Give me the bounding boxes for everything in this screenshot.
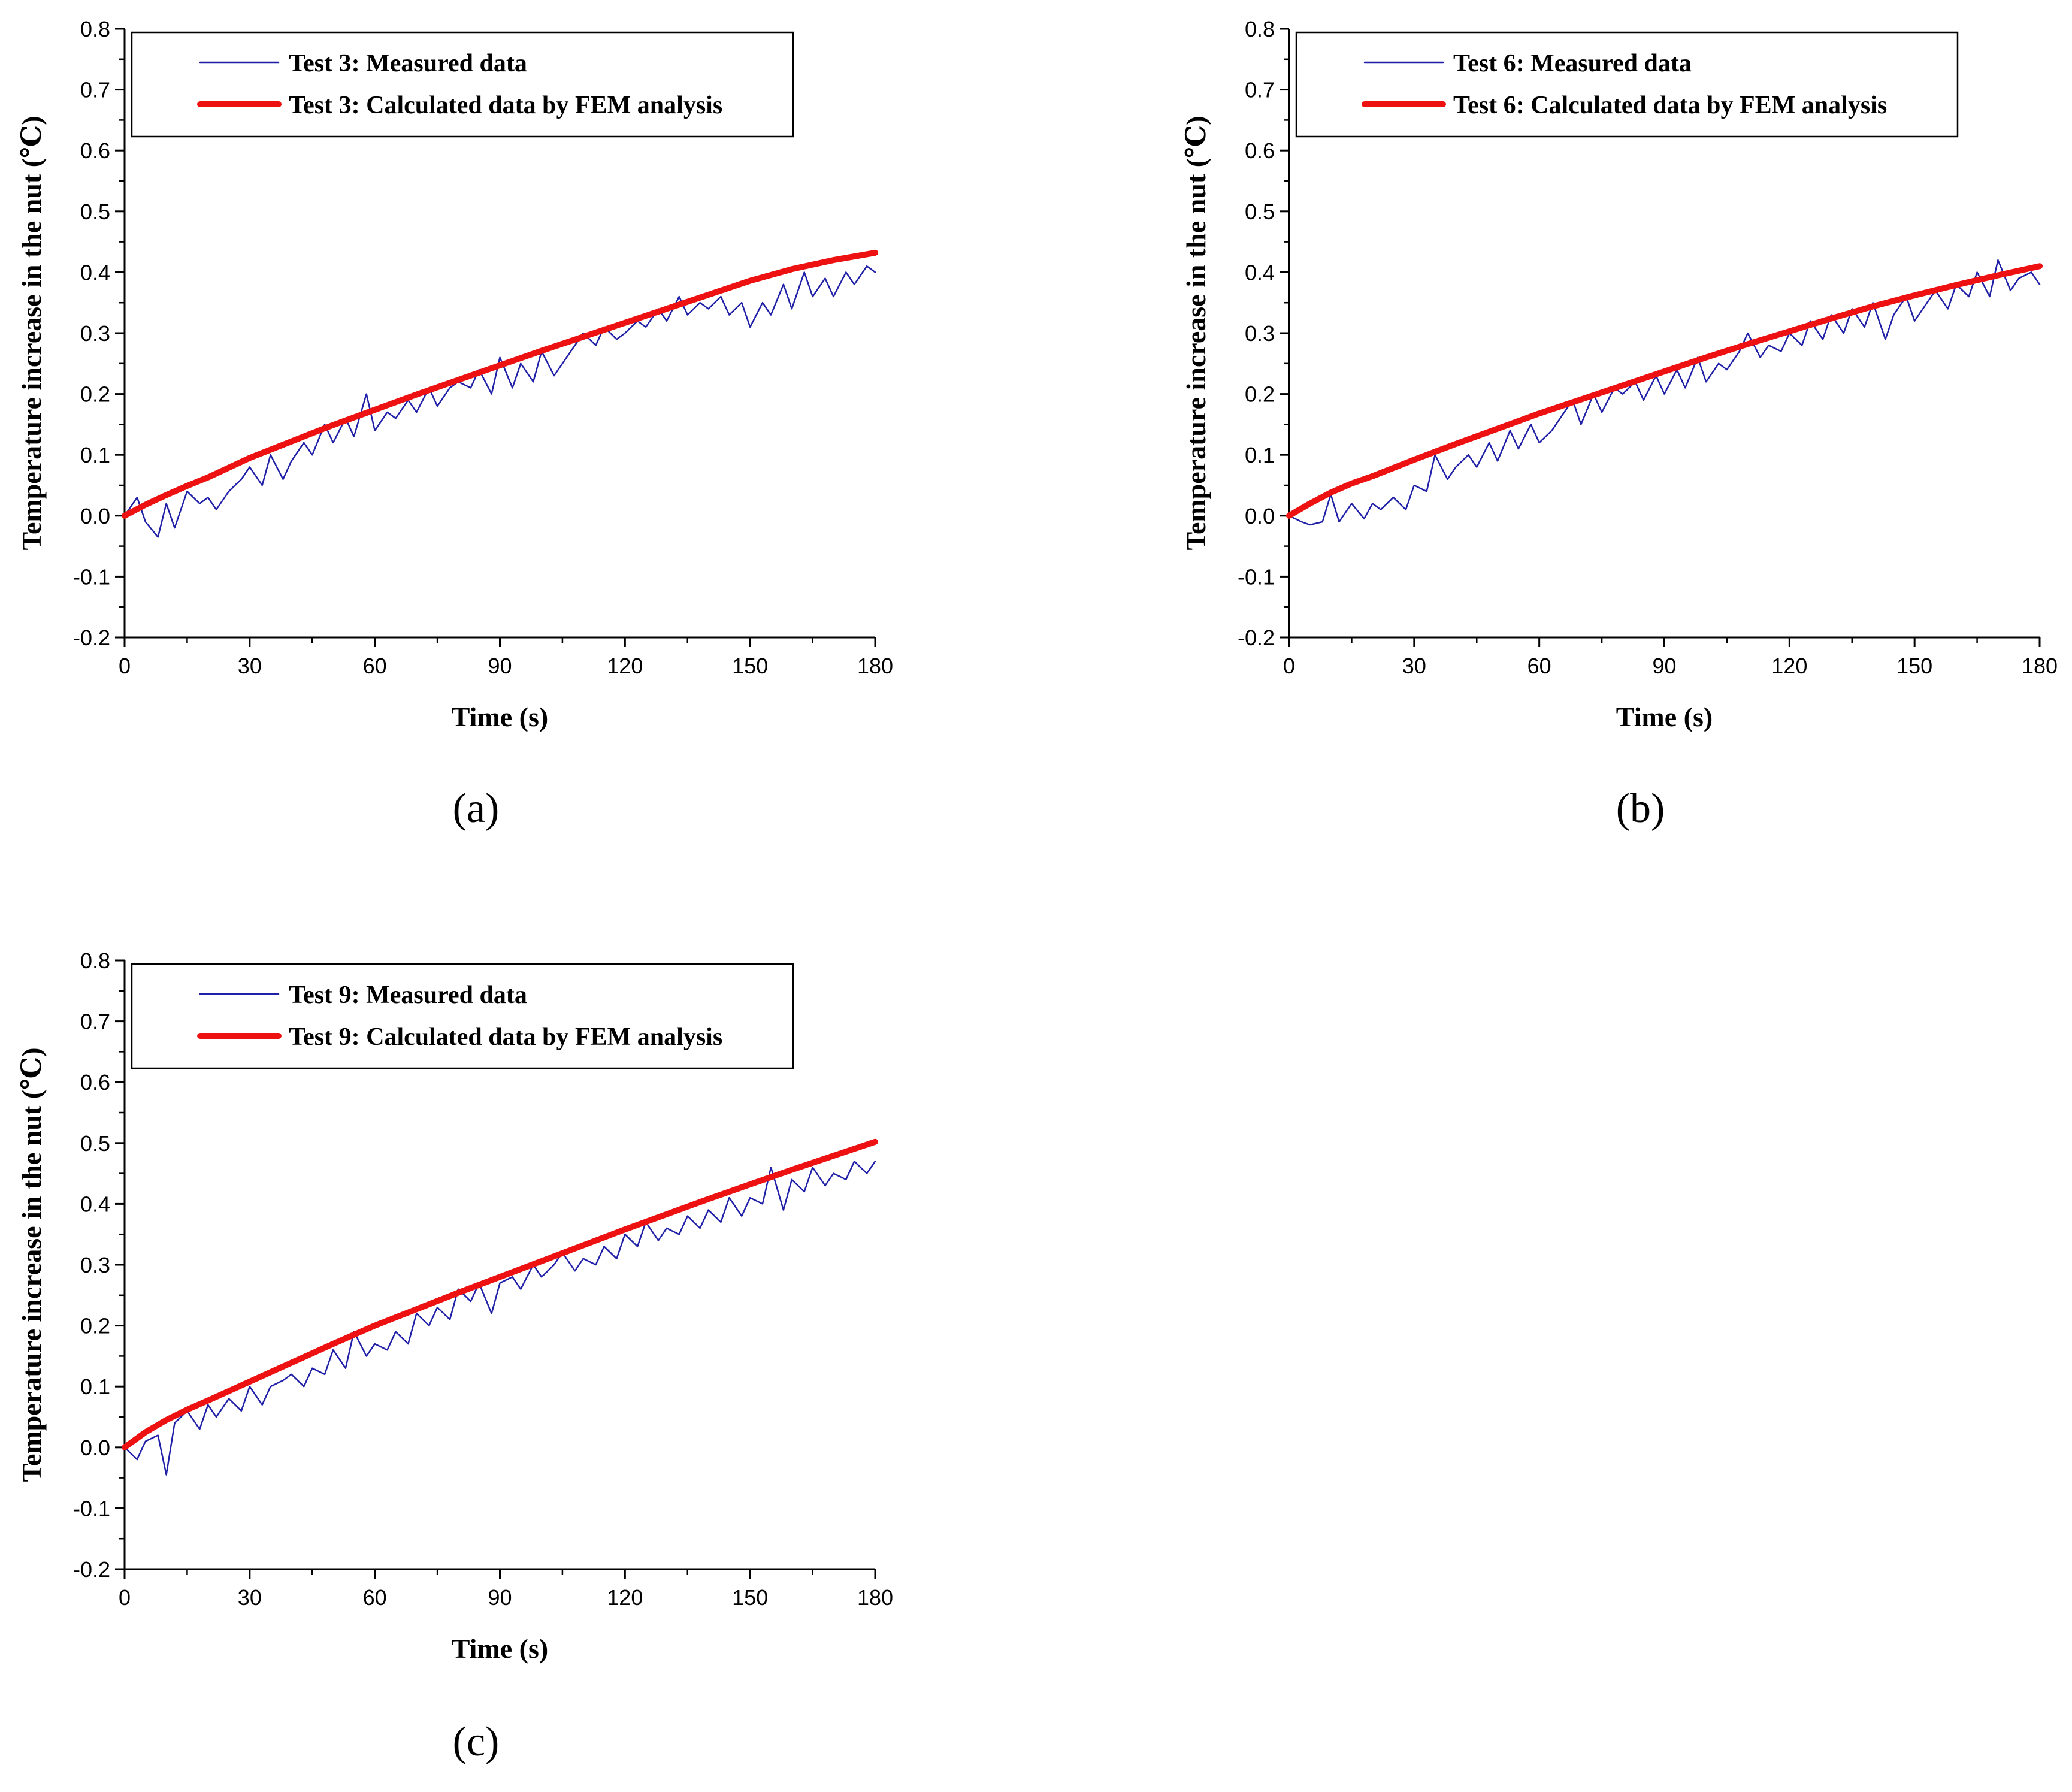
y-tick-label: 0.4 — [80, 1192, 110, 1216]
x-tick-label: 90 — [488, 654, 512, 678]
y-tick-label: 0.5 — [80, 1131, 110, 1156]
x-tick-label: 150 — [732, 1585, 768, 1610]
measured-series-line — [1288, 259, 2041, 526]
x-axis-title: Time (s) — [452, 702, 548, 732]
x-tick-label: 60 — [1527, 654, 1551, 678]
x-tick-label: 30 — [238, 654, 262, 678]
x-tick-label: 0 — [119, 654, 131, 678]
x-tick-label: 150 — [1896, 654, 1932, 678]
y-tick-label: -0.1 — [73, 1496, 110, 1521]
x-tick-label: 30 — [1402, 654, 1426, 678]
calculated-series-line — [122, 1138, 878, 1450]
y-tick-label: 0.3 — [80, 1253, 110, 1277]
chart-panel-a: -0.2 -0.1 0.0 0.1 0.2 0.3 0.4 0.5 0.6 0.7 0.8 0 30 60… — [16, 17, 893, 832]
y-tick-label: -0.2 — [73, 625, 110, 650]
measured-series-line — [123, 1161, 876, 1476]
x-tick-label: 30 — [238, 1585, 262, 1610]
x-tick-label: 180 — [857, 1585, 893, 1610]
y-tick-label: 0.4 — [80, 260, 110, 285]
legend-label: Test 6: Measured data — [1453, 50, 1692, 77]
calculated-series-line — [1286, 263, 2043, 519]
y-tick-label: 0.7 — [80, 1010, 110, 1034]
y-tick-label: 0.7 — [80, 78, 110, 102]
y-tick-label: 0.3 — [1245, 321, 1275, 346]
panel-label: (a) — [453, 785, 500, 832]
y-tick-label: 0.0 — [1245, 504, 1275, 528]
y-tick-label: 0.2 — [80, 1314, 110, 1338]
legend-label: Test 3: Measured data — [289, 50, 527, 77]
measured-series-line — [123, 265, 876, 538]
panels: -0.2 -0.1 0.0 0.1 0.2 0.3 0.4 0.5 0.6 0.7 0.8 0 30 60… — [16, 17, 2058, 1765]
y-tick-label: 0.0 — [80, 1436, 110, 1460]
y-axis-title: Temperature increase in the nut (℃) — [16, 1047, 47, 1482]
y-tick-label: -0.1 — [1238, 564, 1275, 589]
y-tick-label: -0.1 — [73, 564, 110, 589]
x-tick-label: 60 — [363, 654, 387, 678]
y-tick-label: 0.6 — [80, 1070, 110, 1095]
panel-label: (b) — [1616, 785, 1665, 832]
y-tick-label: 0.6 — [80, 138, 110, 163]
y-tick-label: 0.1 — [80, 443, 110, 467]
legend-label: Test 9: Measured data — [289, 981, 527, 1009]
y-axis-title: Temperature increase in the nut (℃) — [16, 116, 47, 550]
y-tick-label: 0.0 — [80, 504, 110, 528]
x-tick-label: 90 — [488, 1585, 512, 1610]
x-tick-label: 0 — [119, 1585, 131, 1610]
y-tick-label: 0.1 — [80, 1374, 110, 1399]
x-tick-label: 120 — [607, 654, 643, 678]
legend-box — [131, 963, 794, 1069]
y-tick-label: 0.5 — [1245, 200, 1275, 224]
x-tick-label: 180 — [2022, 654, 2058, 678]
x-tick-label: 60 — [363, 1585, 387, 1610]
x-axis-title: Time (s) — [452, 1633, 548, 1664]
legend-label: Test 3: Calculated data by FEM analysis — [289, 92, 722, 119]
panel-label: (c) — [453, 1719, 500, 1765]
calculated-series-line — [122, 249, 878, 519]
x-tick-label: 120 — [1771, 654, 1807, 678]
y-axis-title: Temperature increase in the nut (℃) — [1181, 116, 1211, 550]
x-tick-label: 90 — [1652, 654, 1676, 678]
legend-label: Test 9: Calculated data by FEM analysis — [289, 1023, 722, 1051]
x-tick-label: 120 — [607, 1585, 643, 1610]
y-tick-label: 0.8 — [1245, 17, 1275, 41]
chart-panel-b: -0.2 -0.1 0.0 0.1 0.2 0.3 0.4 0.5 0.6 0.7 0.8 0 30 60… — [1181, 17, 2058, 832]
x-tick-label: 180 — [857, 654, 893, 678]
y-tick-label: 0.4 — [1245, 260, 1275, 285]
y-tick-label: 0.8 — [80, 948, 110, 973]
chart-panel-c: -0.2 -0.1 0.0 0.1 0.2 0.3 0.4 0.5 0.6 0.7 0.8 0 30 60… — [16, 948, 893, 1765]
y-tick-label: 0.2 — [80, 382, 110, 407]
y-tick-label: 0.5 — [80, 200, 110, 224]
y-tick-label: 0.3 — [80, 321, 110, 346]
legend-box — [1295, 31, 1959, 138]
legend-box — [131, 31, 794, 138]
y-tick-label: -0.2 — [1238, 625, 1275, 650]
y-tick-label: 0.7 — [1245, 78, 1275, 102]
x-axis-title: Time (s) — [1616, 702, 1713, 732]
y-tick-label: 0.1 — [1245, 443, 1275, 467]
legend-label: Test 6: Calculated data by FEM analysis — [1453, 92, 1887, 119]
x-tick-label: 0 — [1283, 654, 1295, 678]
y-tick-label: 0.2 — [1245, 382, 1275, 407]
y-tick-label: 0.6 — [1245, 138, 1275, 163]
y-tick-label: 0.8 — [80, 17, 110, 41]
x-tick-label: 150 — [732, 654, 768, 678]
y-tick-label: -0.2 — [73, 1557, 110, 1582]
